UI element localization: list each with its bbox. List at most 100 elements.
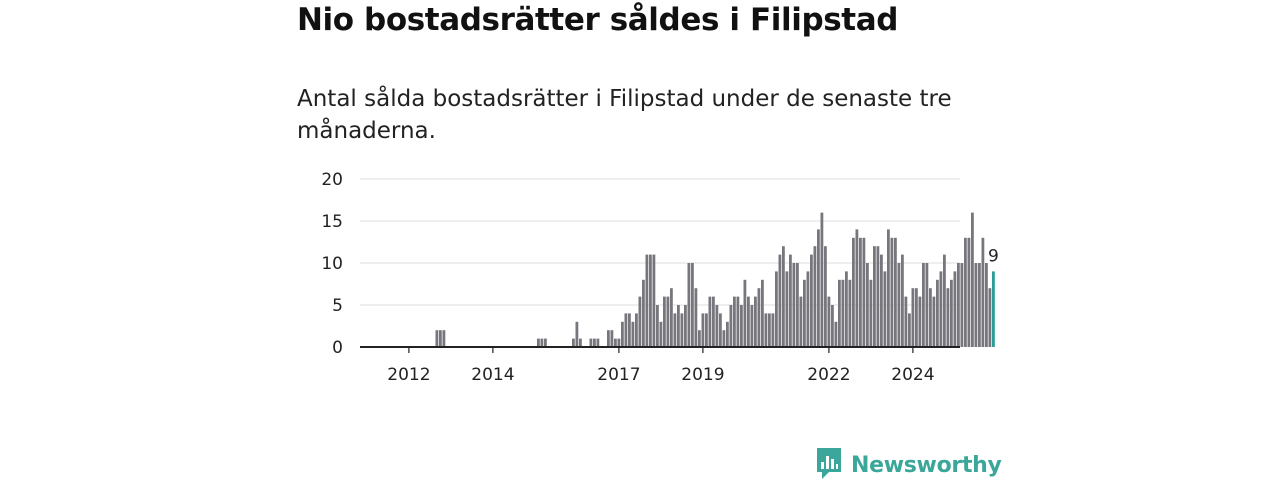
bar — [943, 254, 946, 347]
bar — [589, 338, 593, 347]
bar — [796, 263, 799, 347]
bar — [782, 246, 785, 347]
bar — [596, 338, 600, 347]
highlight-value-label: 9 — [988, 246, 999, 266]
bar — [862, 237, 866, 347]
bar — [834, 321, 838, 347]
bar — [894, 237, 897, 347]
x-axis-labels: 2012 2014 2017 2019 2022 2024 — [387, 365, 934, 385]
bar — [705, 313, 708, 347]
bar — [897, 263, 901, 347]
bar — [978, 263, 981, 347]
bar — [918, 296, 922, 347]
bar — [722, 330, 726, 347]
bar — [873, 246, 876, 347]
bar — [635, 313, 638, 347]
bar — [946, 288, 950, 347]
x-tick-label: 2022 — [807, 365, 850, 385]
bar — [855, 229, 859, 347]
y-tick-label: 5 — [332, 296, 343, 316]
bar — [771, 313, 775, 347]
bar — [726, 321, 729, 347]
bar — [960, 263, 964, 347]
x-tick-label: 2024 — [891, 365, 934, 385]
bar — [817, 229, 820, 347]
bar — [715, 305, 719, 347]
y-tick-label: 10 — [321, 254, 343, 274]
bar — [663, 296, 666, 347]
bar — [971, 212, 974, 347]
x-tick-label: 2017 — [597, 365, 640, 385]
bar — [761, 279, 764, 347]
bar — [883, 271, 887, 347]
bar — [670, 288, 673, 347]
bar — [666, 296, 670, 347]
x-axis-ticks — [408, 347, 914, 353]
x-tick-label: 2014 — [471, 365, 514, 385]
x-tick-label: 2019 — [681, 365, 724, 385]
y-tick-label: 15 — [321, 212, 343, 232]
bar — [701, 313, 705, 347]
bar — [575, 321, 579, 347]
bar — [638, 296, 642, 347]
bar — [908, 313, 911, 347]
bar — [628, 313, 631, 347]
bar — [684, 305, 687, 347]
bar — [691, 263, 694, 347]
bar — [621, 321, 624, 347]
bar — [750, 305, 754, 347]
bar — [659, 321, 663, 347]
highlight-bar — [992, 271, 995, 347]
bar — [785, 271, 789, 347]
bar — [593, 338, 596, 347]
bar — [953, 271, 957, 347]
bar — [698, 330, 701, 347]
bar — [964, 237, 967, 347]
bar — [649, 254, 652, 347]
chart-subtitle: Antal sålda bostadsrätter i Filipstad un… — [297, 86, 952, 144]
bar — [936, 279, 939, 347]
bar — [768, 313, 771, 347]
bar — [866, 263, 869, 347]
bar — [810, 254, 813, 347]
bar — [757, 288, 761, 347]
bar — [540, 338, 544, 347]
bar — [673, 313, 677, 347]
bar — [610, 330, 614, 347]
bar — [775, 271, 778, 347]
bar — [824, 246, 827, 347]
bar — [645, 254, 649, 347]
bar — [656, 305, 659, 347]
bar — [932, 296, 936, 347]
bar — [687, 263, 691, 347]
bar — [827, 296, 831, 347]
bar — [789, 254, 792, 347]
bar — [869, 279, 873, 347]
bar — [439, 330, 442, 347]
bar — [922, 263, 925, 347]
bar — [852, 237, 855, 347]
bar — [778, 254, 782, 347]
bar — [614, 338, 617, 347]
bar — [890, 237, 894, 347]
bar — [579, 338, 582, 347]
bar — [957, 263, 960, 347]
x-tick-label: 2012 — [387, 365, 430, 385]
y-tick-label: 0 — [332, 338, 343, 358]
bar — [792, 263, 796, 347]
bar — [624, 313, 628, 347]
bar — [747, 296, 750, 347]
bar — [831, 305, 834, 347]
bar — [764, 313, 768, 347]
bar — [652, 254, 656, 347]
bar — [838, 279, 841, 347]
bar — [845, 271, 848, 347]
bar — [754, 296, 757, 347]
bar — [820, 212, 824, 347]
bar — [677, 305, 680, 347]
bar — [911, 288, 915, 347]
bar — [617, 338, 621, 347]
bar — [736, 296, 740, 347]
bar — [887, 229, 890, 347]
bar — [950, 279, 953, 347]
